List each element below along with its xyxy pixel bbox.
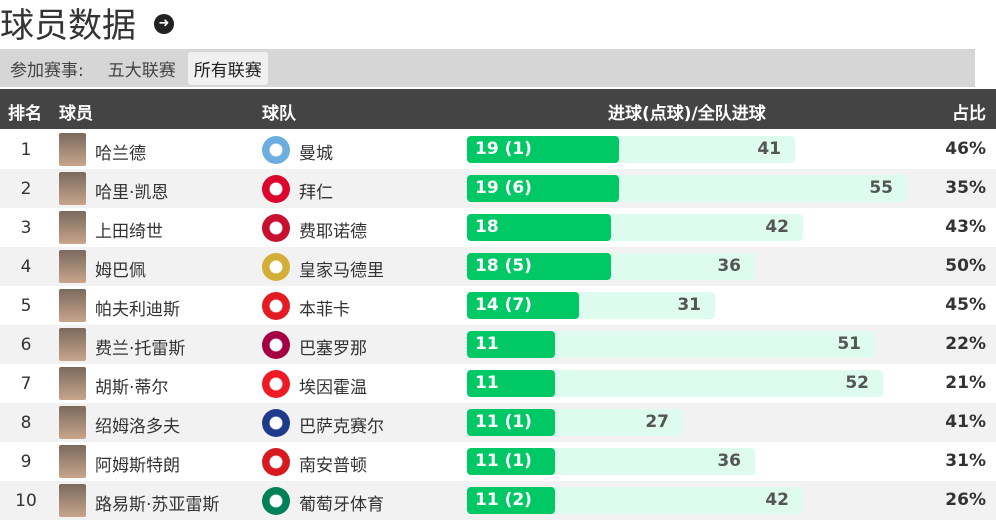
- player-goals-bar: 19 (1): [467, 136, 619, 163]
- team-name[interactable]: 南安普顿: [299, 456, 367, 476]
- rank: 3: [20, 218, 32, 238]
- filter-label: 参加赛事:: [10, 60, 84, 81]
- player-avatar: [59, 484, 86, 517]
- player-avatar: [59, 133, 86, 166]
- goal-share: 21%: [945, 373, 986, 393]
- team-logo-icon: [262, 175, 290, 203]
- team-logo-icon: [262, 409, 290, 437]
- player-avatar: [59, 328, 86, 361]
- player-goals-bar: 18: [467, 214, 611, 241]
- player-name[interactable]: 费兰·托雷斯: [95, 339, 186, 359]
- col-goals: 进球(点球)/全队进球: [608, 104, 766, 124]
- col-rank: 排名: [8, 104, 42, 124]
- player-avatar: [59, 250, 86, 283]
- player-goals-bar: 11 (1): [467, 448, 555, 475]
- team-logo-icon: [262, 370, 290, 398]
- player-avatar: [59, 445, 86, 478]
- team-name[interactable]: 曼城: [299, 144, 333, 164]
- col-pct: 占比: [952, 104, 986, 124]
- col-player: 球员: [59, 104, 93, 124]
- table-row[interactable]: 3 上田绮世 费耶诺德 42 18 43%: [0, 208, 996, 247]
- goal-share: 31%: [945, 451, 986, 471]
- team-logo-icon: [262, 253, 290, 281]
- player-goals-bar: 14 (7): [467, 292, 579, 319]
- team-name[interactable]: 埃因霍温: [299, 378, 367, 398]
- rank: 9: [20, 452, 32, 472]
- goal-share: 26%: [945, 490, 986, 510]
- player-name[interactable]: 哈兰德: [95, 144, 146, 164]
- filter-option-top5[interactable]: 五大联赛: [107, 60, 176, 81]
- rank: 1: [20, 140, 32, 160]
- table-row[interactable]: 7 胡斯·蒂尔 埃因霍温 52 11 21%: [0, 364, 996, 403]
- table-row[interactable]: 5 帕夫利迪斯 本菲卡 31 14 (7) 45%: [0, 286, 996, 325]
- team-name[interactable]: 巴萨克赛尔: [299, 417, 384, 437]
- player-avatar: [59, 289, 86, 322]
- table-row[interactable]: 1 哈兰德 曼城 41 19 (1) 46%: [0, 130, 996, 169]
- player-goals-bar: 19 (6): [467, 175, 619, 202]
- goal-share: 35%: [945, 178, 986, 198]
- goal-share: 22%: [945, 334, 986, 354]
- table-row[interactable]: 2 哈里·凯恩 拜仁 55 19 (6) 35%: [0, 169, 996, 208]
- table-row[interactable]: 9 阿姆斯特朗 南安普顿 36 11 (1) 31%: [0, 442, 996, 481]
- player-goals-bar: 11 (2): [467, 487, 555, 514]
- goal-share: 43%: [945, 217, 986, 237]
- rank: 8: [20, 413, 32, 433]
- team-logo-icon: [262, 487, 290, 515]
- rank: 4: [20, 257, 32, 277]
- player-name[interactable]: 绍姆洛多夫: [95, 417, 180, 437]
- player-goals-bar: 11: [467, 331, 555, 358]
- team-logo-icon: [262, 448, 290, 476]
- player-goals-bar: 11: [467, 370, 555, 397]
- team-name[interactable]: 巴塞罗那: [299, 339, 367, 359]
- table-row[interactable]: 10 路易斯·苏亚雷斯 葡萄牙体育 42 11 (2) 26%: [0, 481, 996, 520]
- team-name[interactable]: 本菲卡: [299, 300, 350, 320]
- goal-share: 50%: [945, 256, 986, 276]
- team-name[interactable]: 葡萄牙体育: [299, 495, 384, 515]
- goal-share: 46%: [945, 139, 986, 159]
- team-name[interactable]: 费耶诺德: [299, 222, 367, 242]
- competition-filter: 参加赛事: 五大联赛 所有联赛: [0, 49, 975, 87]
- team-name[interactable]: 拜仁: [299, 183, 333, 203]
- rank: 7: [20, 374, 32, 394]
- table-row[interactable]: 4 姆巴佩 皇家马德里 36 18 (5) 50%: [0, 247, 996, 286]
- page-title: 球员数据 ➜: [0, 0, 174, 46]
- player-name[interactable]: 路易斯·苏亚雷斯: [95, 495, 220, 515]
- player-goals-bar: 18 (5): [467, 253, 611, 280]
- player-avatar: [59, 406, 86, 439]
- filter-option-all[interactable]: 所有联赛: [187, 51, 268, 85]
- rank: 2: [20, 179, 32, 199]
- team-name[interactable]: 皇家马德里: [299, 261, 384, 281]
- table-row[interactable]: 8 绍姆洛多夫 巴萨克赛尔 27 11 (1) 41%: [0, 403, 996, 442]
- arrow-right-circle-icon[interactable]: ➜: [154, 14, 174, 34]
- player-name[interactable]: 胡斯·蒂尔: [95, 378, 169, 398]
- player-avatar: [59, 211, 86, 244]
- player-name[interactable]: 上田绮世: [95, 222, 163, 242]
- team-logo-icon: [262, 292, 290, 320]
- team-logo-icon: [262, 136, 290, 164]
- player-goals-bar: 11 (1): [467, 409, 555, 436]
- col-team: 球队: [262, 104, 296, 124]
- player-name[interactable]: 哈里·凯恩: [95, 183, 169, 203]
- player-avatar: [59, 172, 86, 205]
- player-name[interactable]: 姆巴佩: [95, 261, 146, 281]
- goal-share: 41%: [945, 412, 986, 432]
- team-logo-icon: [262, 214, 290, 242]
- player-name[interactable]: 帕夫利迪斯: [95, 300, 180, 320]
- page-title-text: 球员数据: [0, 5, 136, 46]
- rank: 6: [20, 335, 32, 355]
- goal-share: 45%: [945, 295, 986, 315]
- table-row[interactable]: 6 费兰·托雷斯 巴塞罗那 51 11 22%: [0, 325, 996, 364]
- rank: 5: [20, 296, 32, 316]
- rank: 10: [15, 491, 37, 511]
- player-name[interactable]: 阿姆斯特朗: [95, 456, 180, 476]
- table-header: 排名 球员 球队 进球(点球)/全队进球 占比: [0, 89, 996, 129]
- team-logo-icon: [262, 331, 290, 359]
- player-avatar: [59, 367, 86, 400]
